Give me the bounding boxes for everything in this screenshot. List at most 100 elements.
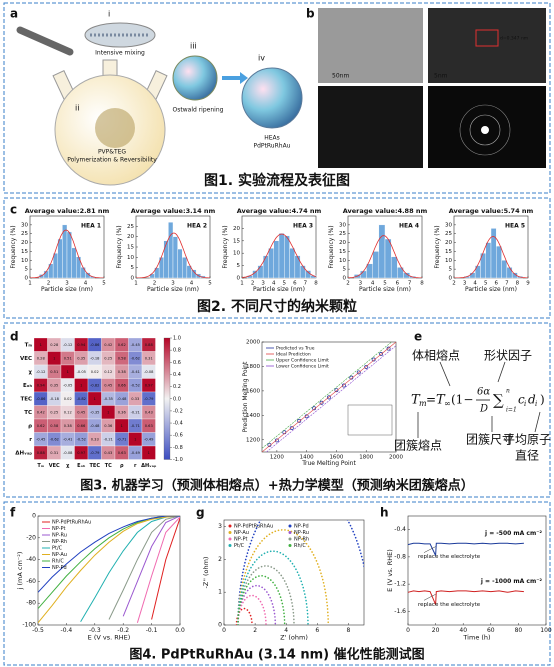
y-tick-label: 1600	[246, 388, 260, 394]
formula-part: c	[518, 393, 525, 407]
cell-value: -0.21	[131, 410, 140, 414]
panel-letter: c	[10, 203, 17, 217]
cell-value: 1	[40, 343, 42, 347]
row-label: TC	[24, 410, 32, 416]
cell-value: 1	[67, 370, 69, 374]
cell-value: -0.41	[131, 370, 140, 374]
y-tick-label: 15	[21, 249, 28, 255]
x-tick-label: 4	[473, 280, 477, 286]
tem-images	[318, 8, 546, 168]
event-note: replace the electrolyte	[418, 554, 481, 560]
potential-trace	[407, 590, 524, 605]
cell-value: -0.48	[90, 424, 100, 428]
colorbar-label: -1.0	[173, 457, 183, 463]
y-tick-label: 15	[339, 249, 346, 255]
x-tick-label: 5	[484, 280, 488, 286]
histogram-bar	[262, 255, 269, 279]
colorbar-label: 0.8	[173, 348, 181, 354]
legend-label: NP-Au	[234, 530, 249, 536]
cell-value: 0.42	[104, 343, 112, 347]
cell-value: 0.51	[50, 370, 58, 374]
y-tick-label: 30	[445, 222, 452, 228]
column-label: TC	[105, 463, 112, 469]
colorbar-label: 0.2	[173, 384, 181, 390]
potential-trace	[407, 542, 524, 556]
legend-label: Pt/C	[234, 543, 245, 549]
legend-swatch	[228, 544, 232, 547]
histogram-bar	[501, 260, 508, 279]
panel-letter: g	[196, 506, 205, 520]
y-tick-label: 20	[233, 226, 240, 232]
cell-value: 0.43	[104, 451, 112, 455]
y-tick-label: 2000	[246, 340, 260, 346]
histogram-bar	[163, 240, 169, 279]
cell-value: -0.86	[90, 343, 100, 347]
synthesis-illustration	[16, 22, 303, 186]
x-tick-label: -0.3	[89, 627, 101, 634]
cell-value: -0.18	[50, 397, 60, 401]
histogram-bar	[378, 224, 386, 279]
cell-value: -0.52	[131, 383, 140, 387]
formula-part: i	[535, 400, 537, 408]
cell-value: 0.97	[145, 383, 153, 387]
data-point	[356, 370, 361, 375]
cell-value: -0.05	[77, 370, 86, 374]
x-tick-label: 0	[222, 627, 226, 634]
cell-value: 0.35	[50, 383, 58, 387]
panel-letter: h	[380, 506, 389, 520]
x-tick-label: 2	[153, 280, 157, 286]
x-axis-label: Z' (ohm)	[280, 634, 308, 642]
histogram-bar	[403, 272, 410, 279]
panel-letter: b	[306, 7, 315, 21]
x-axis-label: E (V vs. RHE)	[88, 634, 131, 642]
polarization-curve	[136, 516, 180, 623]
formula-label: 平均原子	[503, 433, 551, 447]
cell-value: 0.62	[37, 424, 45, 428]
x-tick-label: 6	[495, 280, 499, 286]
figure-box	[3, 501, 551, 666]
legend-label: Predicted vs True	[276, 346, 315, 352]
fit-curve	[242, 233, 316, 278]
x-tick-label: 1	[240, 280, 244, 286]
row-label: ρ	[28, 423, 32, 429]
cell-value: -0.71	[117, 437, 126, 441]
cell-value: -0.82	[77, 397, 86, 401]
reference-line	[262, 342, 396, 452]
y-axis-label: Frequency (%)	[10, 225, 17, 268]
y-tick-label: -40	[26, 556, 36, 563]
cell-value: 0.45	[104, 383, 112, 387]
x-tick-label: 7	[408, 280, 412, 286]
y-tick-label: 5	[343, 267, 347, 273]
x-tick-label: 5	[208, 280, 212, 286]
cell-value: 1	[107, 410, 109, 414]
cell-value: 0.62	[118, 343, 126, 347]
column-label: r	[134, 463, 137, 469]
scale-bar-label: 50nm	[332, 73, 349, 80]
y-tick-label: -1.6	[394, 608, 406, 615]
x-tick-label: 3	[463, 280, 467, 286]
formula-part: n	[506, 388, 510, 395]
x-tick-label: 3	[171, 280, 175, 286]
panel-letter: f	[10, 506, 16, 520]
sample-label: HEA 2	[187, 223, 207, 230]
cell-value: 0.25	[104, 356, 112, 360]
data-point	[371, 357, 376, 362]
legend-label: NP-PdPtRuRhAu	[234, 524, 273, 530]
x-tick-label: 4	[272, 280, 276, 286]
column-label: VEC	[49, 463, 60, 469]
x-tick-label: 8	[516, 280, 520, 286]
x-tick-label: -0.5	[32, 627, 44, 634]
scale-bar-label: 5nm	[434, 73, 448, 80]
sample-label: HEA 4	[399, 223, 419, 230]
cell-value: -0.48	[117, 397, 127, 401]
note-arrow	[423, 594, 436, 601]
histogram-bar	[168, 221, 174, 279]
impedance-arc	[237, 529, 330, 625]
x-tick-label: 3	[261, 280, 265, 286]
colorbar	[163, 337, 171, 460]
cell-value: 1	[80, 383, 82, 387]
legend-swatch	[288, 524, 292, 528]
cell-value: -0.21	[104, 437, 113, 441]
colorbar-label: 0.0	[173, 396, 181, 402]
polarization-curve	[38, 516, 180, 593]
